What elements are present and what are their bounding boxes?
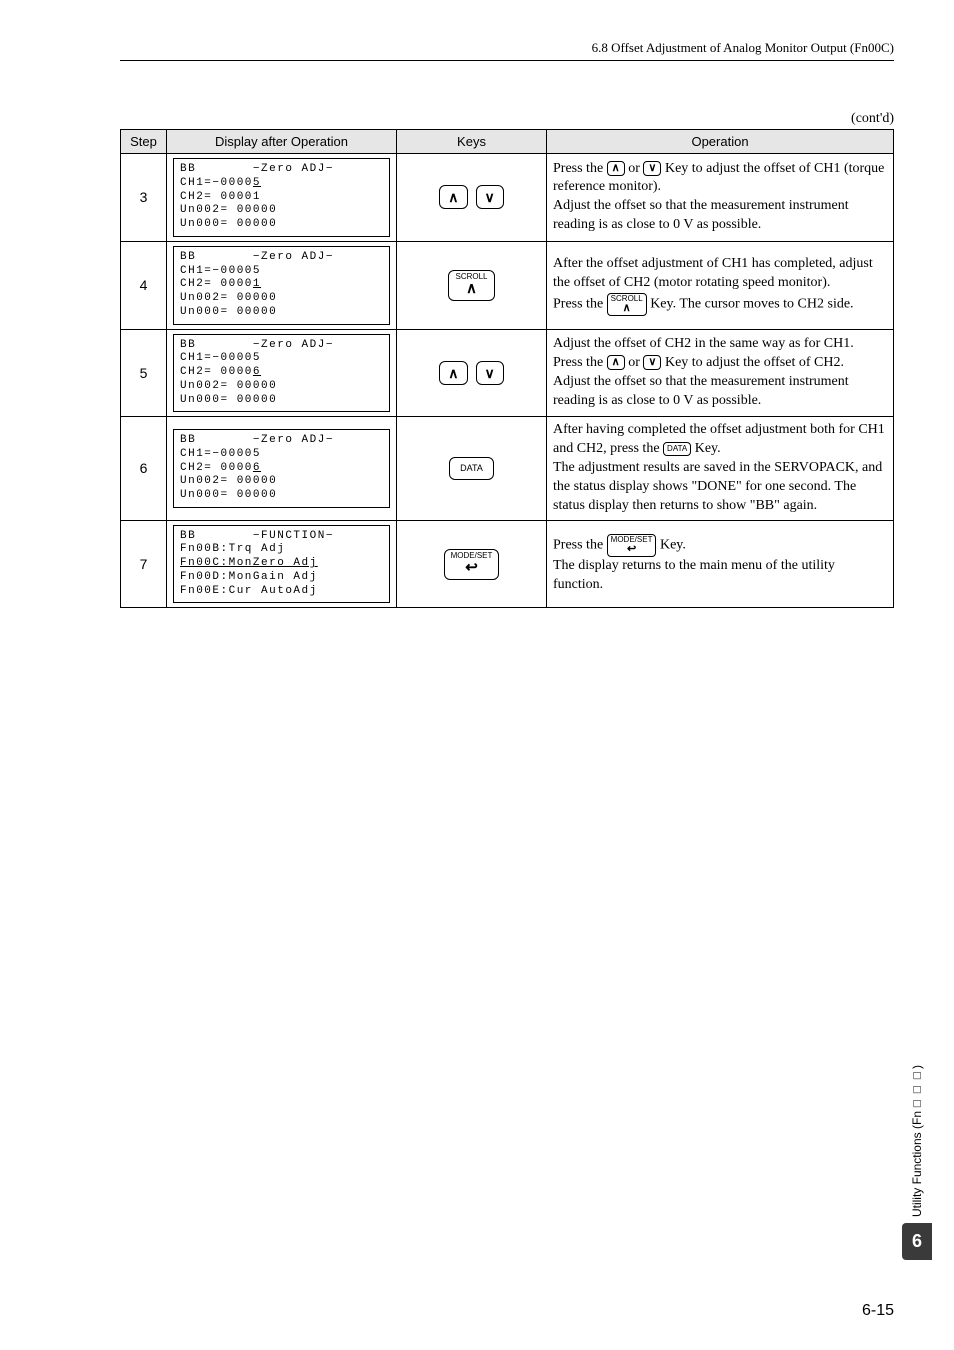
header-title: 6.8 Offset Adjustment of Analog Monitor … [120, 40, 894, 56]
op-text: Press the [553, 161, 607, 176]
op-text: Adjust the offset of CH2 in the same way… [553, 336, 854, 351]
table-row: 7 BB −FUNCTION− Fn00B:Trq Adj Fn00C:MonZ… [121, 520, 894, 608]
step-number: 7 [121, 520, 167, 608]
scroll-key-icon: SCROLL ∧ [448, 270, 494, 301]
display-cell: BB −Zero ADJ− CH1=−00005 CH2= 00006 Un00… [167, 329, 397, 417]
table-row: 3 BB −Zero ADJ− CH1=−00005 CH2= 00001 Un… [121, 154, 894, 242]
table-header-row: Step Display after Operation Keys Operat… [121, 130, 894, 154]
up-key-icon: ∧ [439, 185, 467, 209]
keys-cell: ∧ ∨ [397, 329, 547, 417]
display-cell: BB −Zero ADJ− CH1=−00005 CH2= 00006 Un00… [167, 417, 397, 520]
col-display: Display after Operation [167, 130, 397, 154]
display-cell: BB −Zero ADJ− CH1=−00005 CH2= 00001 Un00… [167, 241, 397, 329]
table-row: 6 BB −Zero ADJ− CH1=−00005 CH2= 00006 Un… [121, 417, 894, 520]
down-key-icon: ∨ [643, 355, 661, 370]
keys-cell: SCROLL ∧ [397, 241, 547, 329]
display-cell: BB −FUNCTION− Fn00B:Trq Adj Fn00C:MonZer… [167, 520, 397, 608]
operation-cell: Press the ∧ or ∨ Key to adjust the offse… [547, 154, 894, 242]
table-row: 4 BB −Zero ADJ− CH1=−00005 CH2= 00001 Un… [121, 241, 894, 329]
lcd-display: BB −FUNCTION− Fn00B:Trq Adj Fn00C:MonZer… [173, 525, 390, 604]
down-key-icon: ∨ [476, 361, 504, 385]
operation-cell: After having completed the offset adjust… [547, 417, 894, 520]
op-text: Adjust the offset so that the measuremen… [553, 198, 849, 232]
col-operation: Operation [547, 130, 894, 154]
op-text: After the offset adjustment of CH1 has c… [553, 256, 873, 290]
op-text: Key. [691, 441, 720, 456]
op-text: The display returns to the main menu of … [553, 558, 835, 592]
col-keys: Keys [397, 130, 547, 154]
down-key-icon: ∨ [476, 185, 504, 209]
operation-cell: Adjust the offset of CH2 in the same way… [547, 329, 894, 417]
col-step: Step [121, 130, 167, 154]
lcd-display: BB −Zero ADJ− CH1=−00005 CH2= 00001 Un00… [173, 246, 390, 325]
step-number: 5 [121, 329, 167, 417]
data-key-icon: DATA [449, 457, 494, 480]
op-text: Key. The cursor moves to CH2 side. [647, 296, 854, 311]
op-text: or [625, 355, 644, 370]
lcd-display: BB −Zero ADJ− CH1=−00005 CH2= 00001 Un00… [173, 158, 390, 237]
op-text: Key to adjust the offset of CH2. [661, 355, 844, 370]
up-key-icon: ∧ [607, 355, 625, 370]
continued-label: (cont'd) [120, 111, 894, 127]
side-tab-number: 6 [902, 1223, 932, 1260]
op-text: Press the [553, 355, 607, 370]
side-tab: Utility Functions (Fn□□□) 6 [902, 1065, 932, 1260]
page-number: 6-15 [862, 1302, 894, 1320]
display-cell: BB −Zero ADJ− CH1=−00005 CH2= 00001 Un00… [167, 154, 397, 242]
step-number: 6 [121, 417, 167, 520]
operation-cell: Press the MODE/SET↩ Key. The display ret… [547, 520, 894, 608]
up-key-icon: ∧ [439, 361, 467, 385]
op-text: Adjust the offset so that the measuremen… [553, 374, 849, 408]
modeset-key-icon: MODE/SET ↩ [444, 549, 500, 580]
up-key-icon: ∧ [607, 161, 625, 176]
step-number: 4 [121, 241, 167, 329]
keys-cell: MODE/SET ↩ [397, 520, 547, 608]
header-rule [120, 60, 894, 61]
procedure-table: Step Display after Operation Keys Operat… [120, 129, 894, 608]
keys-cell: ∧ ∨ [397, 154, 547, 242]
operation-cell: After the offset adjustment of CH1 has c… [547, 241, 894, 329]
op-text: Press the [553, 296, 607, 311]
op-text: Key. [656, 537, 685, 552]
table-row: 5 BB −Zero ADJ− CH1=−00005 CH2= 00006 Un… [121, 329, 894, 417]
keys-cell: DATA [397, 417, 547, 520]
down-key-icon: ∨ [643, 161, 661, 176]
side-tab-label: Utility Functions (Fn□□□) [910, 1065, 924, 1217]
scroll-key-icon: SCROLL∧ [607, 293, 647, 316]
op-text: Press the [553, 537, 607, 552]
step-number: 3 [121, 154, 167, 242]
data-key-icon: DATA [663, 442, 691, 456]
op-text: or [625, 161, 644, 176]
lcd-display: BB −Zero ADJ− CH1=−00005 CH2= 00006 Un00… [173, 429, 390, 508]
modeset-key-icon: MODE/SET↩ [607, 534, 657, 557]
lcd-display: BB −Zero ADJ− CH1=−00005 CH2= 00006 Un00… [173, 334, 390, 413]
op-text: The adjustment results are saved in the … [553, 460, 882, 513]
